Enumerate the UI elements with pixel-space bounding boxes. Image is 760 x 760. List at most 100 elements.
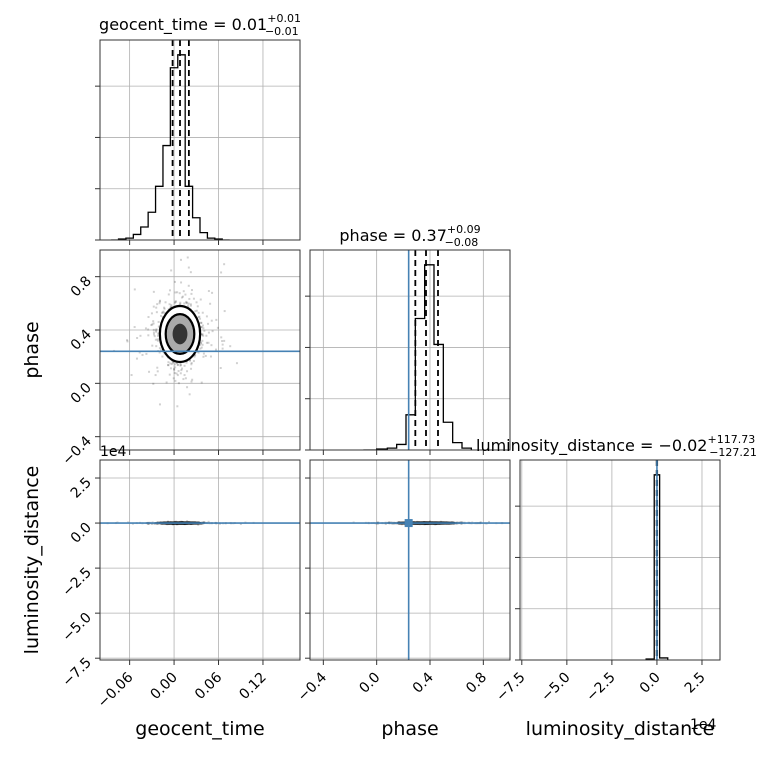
sample-point: [174, 291, 177, 294]
sample-point: [488, 520, 491, 523]
sample-point: [174, 301, 177, 304]
sample-point: [166, 520, 169, 523]
sample-point: [201, 343, 204, 346]
sample-point: [190, 292, 193, 295]
sample-point: [126, 339, 129, 342]
sample-point: [152, 382, 155, 385]
sample-point: [176, 291, 179, 294]
sample-point: [195, 309, 198, 312]
histogram-phase: [363, 264, 472, 450]
sample-point: [168, 303, 171, 306]
sample-point: [205, 334, 208, 337]
sample-point: [167, 364, 170, 367]
sample-point: [185, 300, 188, 303]
density-layer: [106, 256, 504, 526]
sample-point: [196, 305, 199, 308]
sample-point: [184, 293, 187, 296]
sample-point: [157, 521, 160, 524]
sample-point: [169, 306, 172, 309]
ylabel-phase: phase: [21, 321, 43, 378]
sample-point: [150, 324, 153, 327]
sample-point: [175, 372, 178, 375]
sample-point: [151, 323, 154, 326]
sample-point: [194, 310, 197, 313]
panel-0-0: [99, 39, 301, 241]
sample-point: [221, 340, 224, 343]
sample-point: [138, 351, 141, 354]
sample-point: [161, 311, 164, 314]
sample-point: [180, 369, 183, 372]
sample-point: [200, 381, 203, 384]
sample-point: [239, 523, 242, 526]
sample-point: [163, 312, 166, 315]
sample-point: [160, 314, 163, 317]
sample-point: [172, 361, 175, 364]
sample-point: [397, 521, 400, 524]
sample-point: [400, 523, 403, 526]
sample-point: [173, 301, 176, 304]
sample-point: [200, 346, 203, 349]
sample-point: [185, 361, 188, 364]
sample-point: [180, 296, 183, 299]
sample-point: [187, 284, 190, 287]
sample-point: [200, 326, 203, 329]
sample-point: [207, 520, 210, 523]
sample-point: [182, 290, 185, 293]
sample-point: [152, 333, 155, 336]
sample-point: [152, 328, 155, 331]
truth-marker: [404, 519, 413, 528]
sample-point: [156, 370, 159, 373]
sample-point: [152, 305, 155, 308]
sample-point: [190, 367, 193, 370]
xtick-label-geocent_time: 0.06: [192, 669, 225, 702]
sample-point: [200, 321, 203, 324]
sample-point: [152, 290, 155, 293]
sample-point: [211, 291, 214, 294]
sample-point: [203, 329, 206, 332]
sample-point: [154, 329, 157, 332]
sample-point: [176, 363, 179, 366]
sample-point: [147, 328, 150, 331]
sample-point: [202, 334, 205, 337]
sample-point: [177, 382, 180, 385]
sample-point: [192, 297, 195, 300]
sample-point: [158, 300, 161, 303]
sample-point: [173, 280, 176, 283]
sample-point: [229, 345, 232, 348]
sample-point: [167, 364, 170, 367]
marks-layer: [100, 40, 669, 660]
sample-point: [156, 366, 159, 369]
sample-point: [200, 322, 203, 325]
sample-point: [169, 306, 172, 309]
sample-point: [460, 521, 463, 524]
sample-point: [158, 302, 161, 305]
sample-point: [186, 370, 189, 373]
sample-point: [187, 266, 190, 269]
sample-point: [211, 330, 214, 333]
contour-inner: [164, 313, 196, 355]
sample-point: [187, 302, 190, 305]
sample-point: [198, 315, 201, 318]
sample-point: [150, 312, 153, 315]
sample-point: [133, 288, 136, 291]
sample-point: [164, 301, 167, 304]
sample-point: [209, 302, 212, 305]
ytick-label-luminosity_distance: −2.5: [59, 565, 94, 600]
sample-point: [169, 367, 172, 370]
sample-point: [162, 310, 165, 313]
sample-point: [183, 364, 186, 367]
sample-point: [174, 379, 177, 382]
sample-point: [214, 348, 217, 351]
ytick-label-phase: 0.4: [68, 326, 95, 353]
sample-point: [172, 377, 175, 380]
sample-point: [170, 305, 173, 308]
sample-point: [158, 351, 161, 354]
contour-outer: [158, 304, 202, 364]
xtick-label-luminosity_distance: −2.5: [583, 670, 618, 705]
sample-point: [153, 335, 156, 338]
xtick-label-phase: −0.4: [295, 669, 330, 704]
sample-point: [158, 347, 161, 350]
sample-point: [155, 306, 158, 309]
axis-frames: [99, 39, 721, 661]
